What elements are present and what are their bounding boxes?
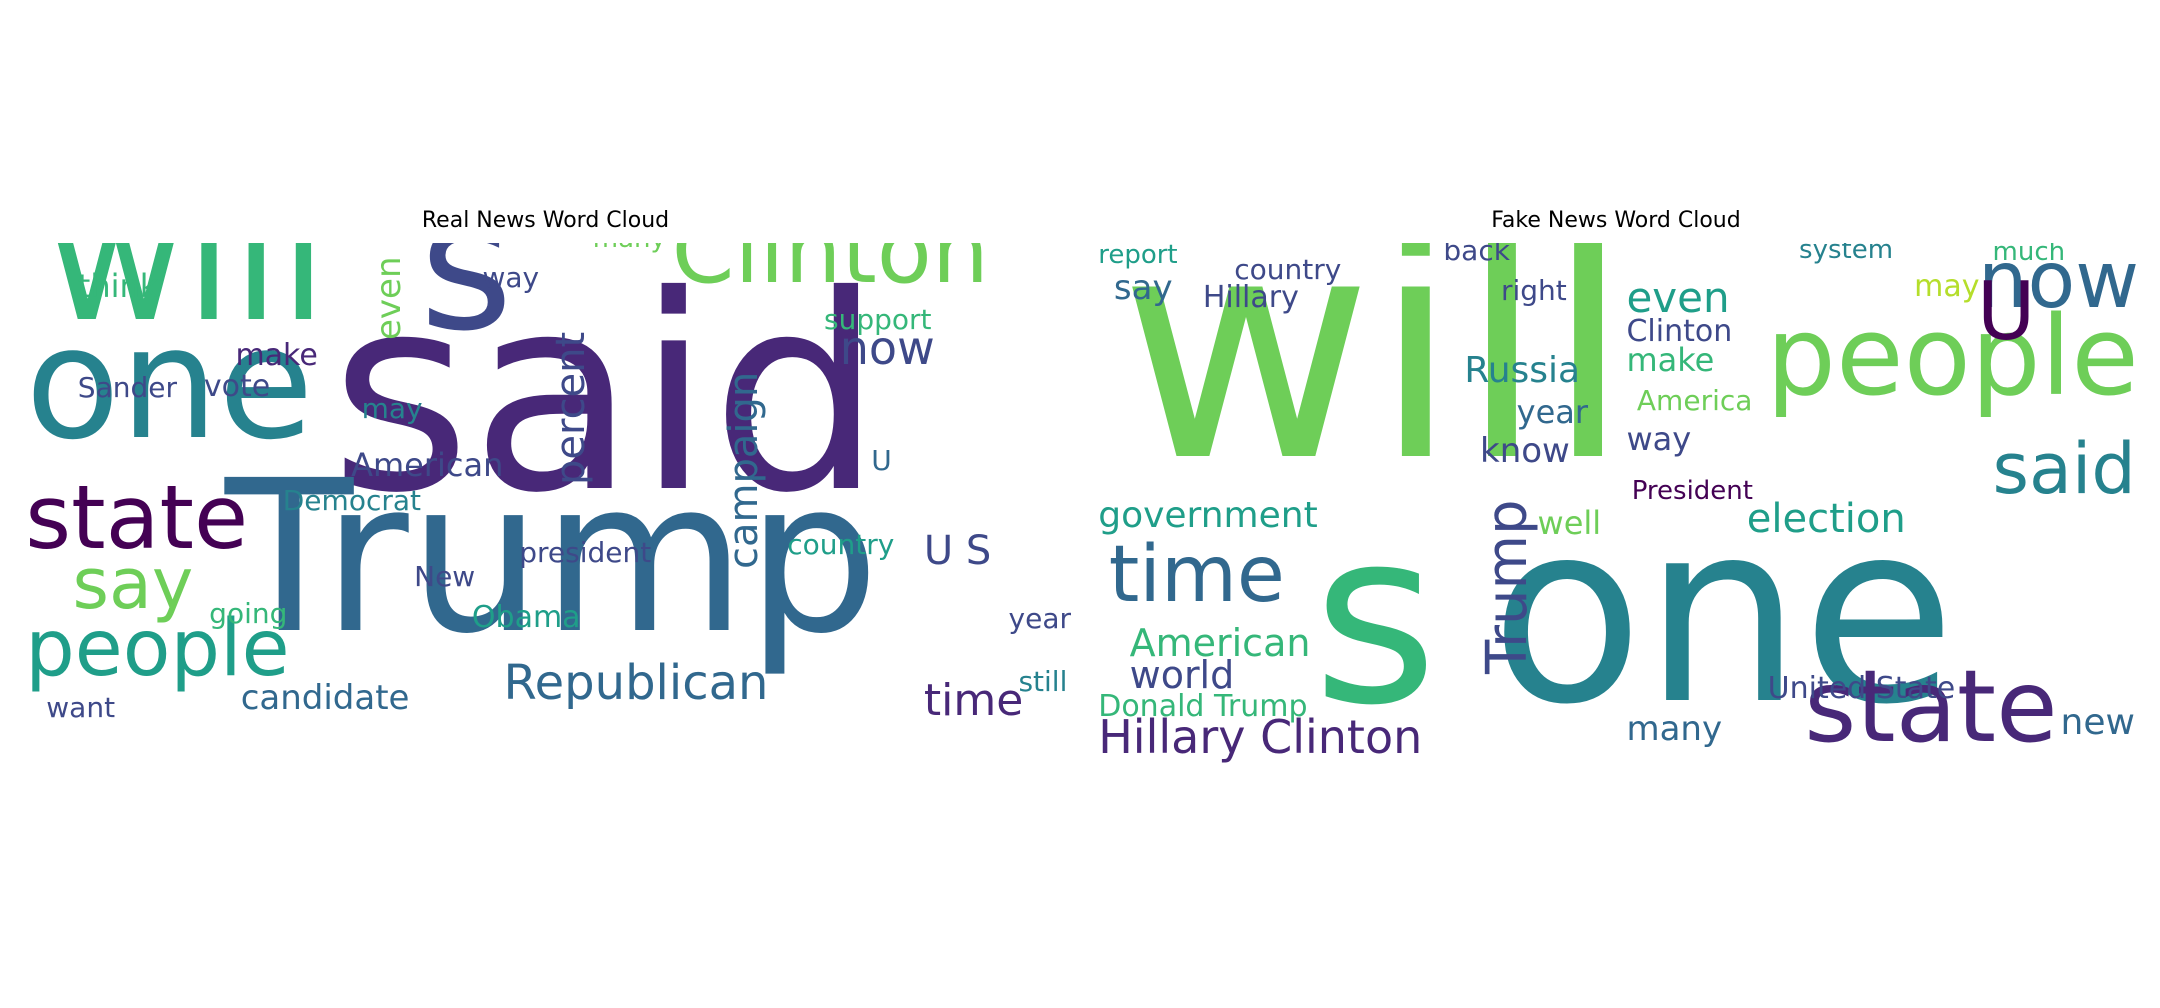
word-cloud-word: well xyxy=(1537,503,1602,542)
word-cloud-word: still xyxy=(1018,664,1068,698)
word-cloud-word: Clinton xyxy=(1626,313,1733,349)
word-cloud-word: s xyxy=(1312,478,1438,758)
word-cloud-word: Republican xyxy=(503,655,769,712)
word-cloud-word: will xyxy=(46,243,327,360)
word-cloud-word: people xyxy=(25,603,290,694)
word-cloud-word: Russia xyxy=(1464,350,1581,392)
left-word-cloud: said Trump will one s Clinton state people say Re… xyxy=(20,243,1071,768)
word-cloud-word: want xyxy=(46,691,116,725)
word-cloud-word: think xyxy=(77,267,159,306)
word-cloud-word: say xyxy=(72,543,194,626)
word-cloud-word: America xyxy=(1636,384,1753,418)
word-cloud-word: report xyxy=(1098,243,1178,270)
word-cloud-word: say xyxy=(1113,268,1173,309)
word-cloud-word: world xyxy=(1129,652,1235,697)
word-cloud-word: Donald Trump xyxy=(1098,689,1308,725)
word-cloud-word: Hillary Clinton xyxy=(1098,709,1423,764)
word-cloud-word: government xyxy=(1098,494,1318,536)
word-cloud-word: U S xyxy=(923,527,992,574)
word-cloud-word: now xyxy=(839,321,935,376)
word-cloud-word: said xyxy=(1992,427,2136,510)
word-cloud-word: country xyxy=(1234,252,1342,286)
word-cloud-word: Trump xyxy=(224,435,880,680)
word-cloud-word: time xyxy=(923,674,1024,726)
word-cloud-word: s xyxy=(419,243,514,371)
word-cloud-word: may xyxy=(1914,269,1980,305)
word-cloud-word: know xyxy=(1480,430,1570,471)
word-cloud-word: many xyxy=(1626,709,1723,750)
word-cloud-word: state xyxy=(1804,648,2058,766)
word-cloud-word: President xyxy=(1631,476,1753,507)
word-cloud-word: election xyxy=(1746,496,1906,542)
word-cloud-word: many xyxy=(593,243,666,252)
word-cloud-word: make xyxy=(1626,340,1715,379)
word-cloud-word: back xyxy=(1443,243,1510,268)
word-cloud-word: now xyxy=(1978,243,2139,327)
word-cloud-word: way xyxy=(482,260,540,294)
word-cloud-word: American xyxy=(1129,621,1311,666)
word-cloud-word: may xyxy=(361,391,423,425)
word-cloud-word: Democrat xyxy=(282,483,421,517)
word-cloud-word: year xyxy=(1008,601,1071,635)
word-cloud-word: Clinton xyxy=(671,243,989,305)
word-cloud-word: Sander xyxy=(77,370,177,404)
word-cloud-word: U xyxy=(871,444,892,478)
word-cloud-word: year xyxy=(1516,393,1589,432)
word-cloud-word: people xyxy=(1766,292,2139,421)
word-cloud-word: even xyxy=(1626,272,1730,322)
word-cloud-word: U xyxy=(1976,265,2036,358)
word-cloud-word: will xyxy=(1119,243,1632,531)
left-panel-title: Real News Word Cloud xyxy=(421,208,670,233)
word-cloud-word: right xyxy=(1500,273,1567,307)
word-cloud-word: American xyxy=(351,445,504,484)
word-cloud-word: support xyxy=(824,302,932,336)
word-cloud-word: time xyxy=(1108,530,1285,621)
word-cloud-word: one xyxy=(1490,467,1956,759)
word-cloud-word: make xyxy=(235,337,318,373)
right-panel-title: Fake News Word Cloud xyxy=(1491,208,1741,233)
word-cloud-word: even xyxy=(369,256,410,341)
word-cloud-word: candidate xyxy=(240,677,410,718)
word-cloud-word: way xyxy=(1626,419,1692,458)
word-cloud-word: Hillary xyxy=(1202,279,1299,315)
word-cloud-word: campaign xyxy=(721,371,768,569)
word-cloud-word: state xyxy=(25,466,249,570)
word-cloud-word: system xyxy=(1799,243,1894,265)
word-cloud-word: new xyxy=(2060,701,2135,743)
word-cloud-word: one xyxy=(25,292,314,474)
word-cloud-word: said xyxy=(330,243,883,552)
word-cloud-word: Trump xyxy=(1475,498,1541,674)
word-cloud-word: United State xyxy=(1767,670,1956,706)
word-cloud-word: vote xyxy=(203,369,271,404)
word-cloud-word: percent xyxy=(547,331,594,485)
word-cloud-word: country xyxy=(787,528,895,562)
word-cloud-word: going xyxy=(209,596,288,630)
word-cloud-word: Obama xyxy=(471,600,581,635)
word-cloud-word: president xyxy=(519,536,652,570)
word-cloud-word: New xyxy=(414,559,476,593)
word-cloud-word: much xyxy=(1992,243,2066,268)
